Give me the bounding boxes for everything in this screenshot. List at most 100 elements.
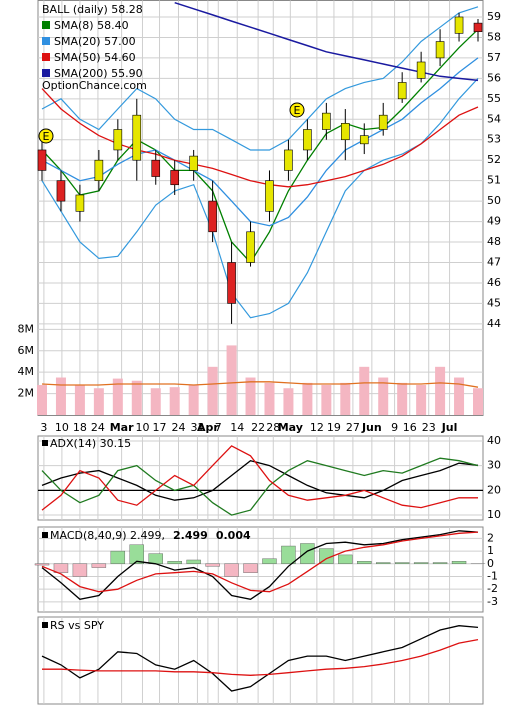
candle-body [265, 180, 274, 212]
x-tick-label: 3 [40, 421, 47, 434]
histogram-bar [205, 563, 220, 567]
volume-bar [93, 388, 104, 415]
histogram-bar [72, 563, 88, 577]
candle-body [397, 82, 407, 100]
legend-label: SMA(50) 54.60 [54, 51, 136, 64]
histogram-bar [167, 561, 182, 564]
volume-bar [150, 388, 161, 415]
candle-body [322, 112, 331, 130]
candle-body [132, 114, 142, 161]
volume-bar [283, 388, 294, 415]
watermark: OptionChance.com [42, 79, 147, 92]
candle-body [94, 159, 104, 181]
y-tick-label: 51 [487, 174, 501, 187]
candle-body [454, 16, 464, 34]
y-tick-label: 4M [18, 365, 35, 378]
panel-title: RS vs SPY [50, 619, 104, 632]
y-tick-label: 52 [487, 153, 501, 166]
x-tick-label: 10 [55, 421, 69, 434]
x-tick-label: 23 [422, 421, 436, 434]
candle-body [473, 22, 483, 33]
candle-body [341, 123, 350, 141]
volume-bar [169, 387, 180, 415]
volume-bar [55, 377, 66, 415]
candle-body [435, 41, 445, 59]
volume-bar [112, 378, 123, 415]
candle-body [303, 129, 312, 151]
y-tick-label: 46 [487, 276, 501, 289]
rs-frame [37, 616, 484, 705]
candle-body [284, 149, 293, 171]
line-series [42, 638, 479, 676]
chart-title: BALL (daily) 58.28 [42, 3, 143, 16]
y-tick-label: -3 [487, 595, 498, 608]
y-tick-label: 54 [487, 112, 501, 125]
y-tick-label: 59 [487, 10, 501, 23]
x-tick-label: Jun [361, 421, 382, 434]
price-frame [37, 0, 484, 416]
adx-frame [37, 435, 484, 521]
earnings-marker [38, 128, 54, 144]
volume-bar [454, 377, 465, 415]
y-tick-label: 44 [487, 317, 501, 330]
y-tick-label: 2 [487, 531, 494, 544]
volume-bar [397, 382, 408, 415]
histogram-bar [129, 544, 144, 564]
y-tick-label: 55 [487, 92, 501, 105]
x-tick-label: 9 [391, 421, 398, 434]
candle-body [189, 155, 198, 171]
candle-body [208, 200, 217, 233]
x-tick-label: 22 [251, 421, 265, 434]
line-series [41, 381, 479, 388]
histogram-bar [243, 563, 258, 573]
volume-bar [74, 385, 85, 415]
volume-bar [245, 377, 256, 415]
volume-bar [302, 382, 313, 415]
line-series [41, 531, 479, 593]
histogram-bar [262, 558, 277, 564]
histogram-bar [34, 563, 50, 566]
macd-frame [37, 526, 484, 613]
y-tick-label: -2 [487, 582, 498, 595]
y-tick-label: 45 [487, 296, 501, 309]
line-series [41, 57, 479, 227]
x-tick-label: 12 [310, 421, 324, 434]
line-series [41, 88, 479, 188]
x-tick-label: 14 [230, 421, 244, 434]
y-tick-label: 20 [487, 483, 501, 496]
histogram-bar [91, 563, 107, 568]
histogram-bar [451, 561, 467, 564]
y-tick-label: 47 [487, 255, 501, 268]
volume-bar [226, 345, 237, 415]
macd-value: 0.004 [216, 529, 251, 542]
y-tick-label: 8M [18, 322, 35, 335]
line-series [41, 77, 479, 319]
volume-bar [416, 385, 427, 415]
y-tick-label: 57 [487, 51, 501, 64]
histogram-bar [281, 545, 296, 564]
x-tick-label: Apr [197, 421, 219, 434]
histogram-bar [300, 543, 315, 564]
x-tick-label: 28 [266, 421, 280, 434]
volume-bar [264, 382, 275, 415]
legend-swatch [42, 532, 48, 538]
y-tick-label: 48 [487, 235, 501, 248]
y-tick-label: 49 [487, 215, 501, 228]
x-tick-label: 7 [215, 421, 222, 434]
legend-swatch [42, 21, 50, 29]
volume-bar [321, 385, 332, 415]
histogram-bar [186, 559, 201, 564]
y-tick-label: 50 [487, 194, 501, 207]
histogram-bar [110, 550, 126, 564]
candle-body [246, 231, 255, 263]
x-tick-label: 24 [91, 421, 105, 434]
candle-body [359, 135, 369, 145]
volume-bar [473, 388, 483, 415]
histogram-bar [338, 554, 353, 564]
candle-body [416, 61, 426, 79]
earnings-label: E [43, 130, 50, 143]
y-tick-label: -1 [487, 569, 498, 582]
volume-bar [37, 385, 47, 415]
earnings-label: E [294, 104, 301, 117]
earnings-marker [289, 102, 305, 118]
